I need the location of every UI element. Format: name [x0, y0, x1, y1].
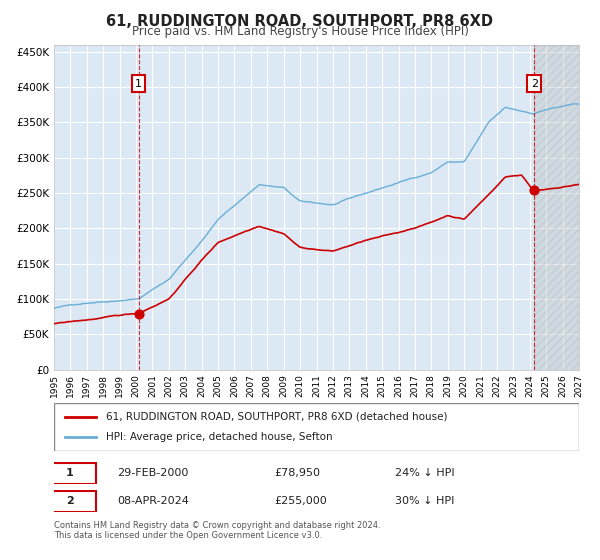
Text: 61, RUDDINGTON ROAD, SOUTHPORT, PR8 6XD: 61, RUDDINGTON ROAD, SOUTHPORT, PR8 6XD: [107, 14, 493, 29]
Bar: [534, 45, 579, 370]
Text: Price paid vs. HM Land Registry's House Price Index (HPI): Price paid vs. HM Land Registry's House …: [131, 25, 469, 38]
Text: 30% ↓ HPI: 30% ↓ HPI: [395, 496, 455, 506]
Text: 24% ↓ HPI: 24% ↓ HPI: [395, 468, 455, 478]
Text: £78,950: £78,950: [275, 468, 320, 478]
FancyBboxPatch shape: [54, 403, 579, 451]
FancyBboxPatch shape: [44, 491, 96, 512]
Point: [134, 309, 143, 318]
Text: HPI: Average price, detached house, Sefton: HPI: Average price, detached house, Seft…: [107, 432, 333, 442]
Text: 29-FEB-2000: 29-FEB-2000: [117, 468, 188, 478]
Text: 08-APR-2024: 08-APR-2024: [117, 496, 189, 506]
Text: £255,000: £255,000: [275, 496, 327, 506]
FancyBboxPatch shape: [44, 463, 96, 484]
Text: 1: 1: [66, 468, 74, 478]
Text: 61, RUDDINGTON ROAD, SOUTHPORT, PR8 6XD (detached house): 61, RUDDINGTON ROAD, SOUTHPORT, PR8 6XD …: [107, 412, 448, 422]
Text: 2: 2: [530, 79, 538, 89]
Text: Contains HM Land Registry data © Crown copyright and database right 2024.
This d: Contains HM Land Registry data © Crown c…: [54, 521, 380, 540]
Text: 1: 1: [135, 79, 142, 89]
Text: 2: 2: [66, 496, 74, 506]
Point: [529, 185, 539, 194]
